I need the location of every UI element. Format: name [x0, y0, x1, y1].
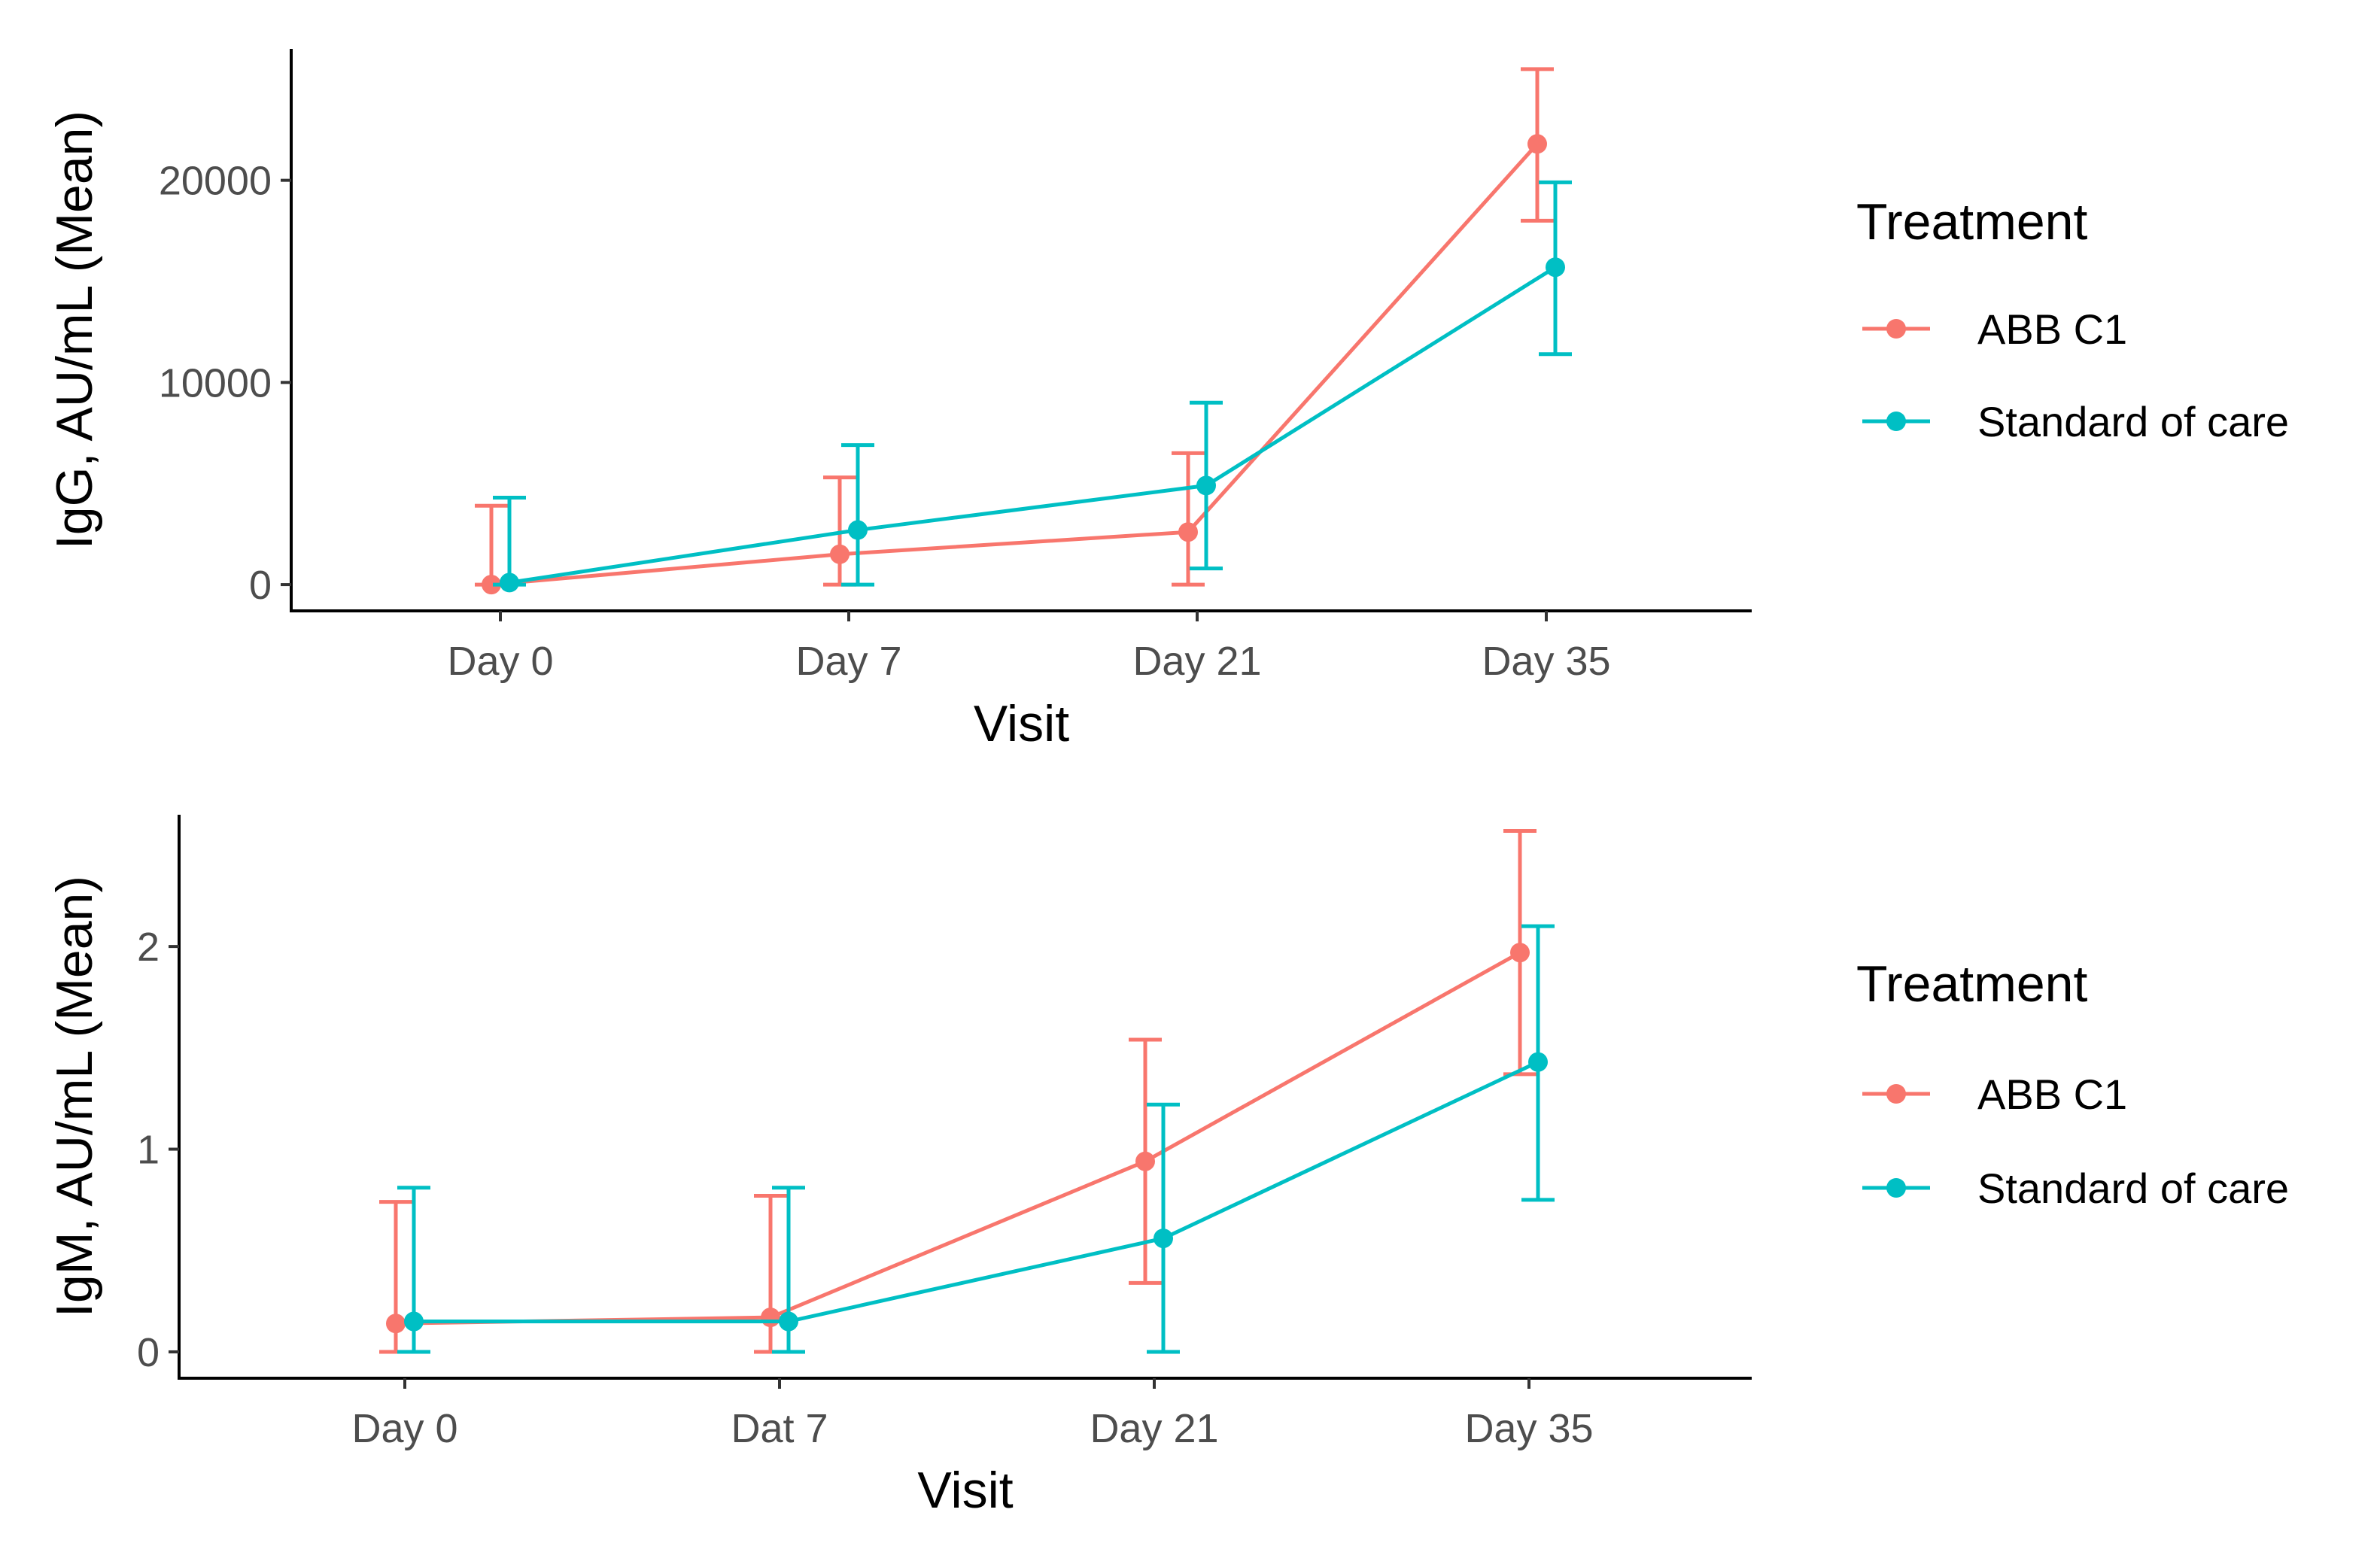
series-abb-c1 — [379, 829, 1537, 1354]
y-tick-label: 20000 — [159, 159, 272, 204]
x-tick-label: Dat 7 — [731, 1406, 828, 1451]
data-point — [1528, 1052, 1548, 1072]
y-axis-title: IgM, AU/mL (Mean) — [46, 876, 103, 1317]
data-point — [1154, 1229, 1173, 1249]
data-point — [1196, 475, 1216, 496]
legend: Treatment ABB C1 Standard of care — [1856, 955, 2289, 1212]
igg-chart-panel: 0 10000 20000 Day 0 Day 7 Day 21 Day 35 Visit Ig… — [46, 49, 2289, 752]
data-point — [779, 1311, 798, 1332]
y-tick-label: 2 — [137, 925, 160, 970]
data-point — [1527, 134, 1547, 154]
legend-title: Treatment — [1856, 955, 2087, 1013]
legend-label: ABB C1 — [1977, 1071, 2127, 1118]
data-point — [482, 575, 501, 595]
data-point — [830, 544, 850, 564]
data-point — [1510, 943, 1530, 963]
legend-key-point — [1886, 1084, 1906, 1104]
data-point — [1546, 257, 1565, 278]
series-abb-c1 — [475, 67, 1554, 595]
legend-title: Treatment — [1856, 193, 2087, 251]
x-tick-label: Day 21 — [1132, 639, 1261, 684]
x-axis-title: Visit — [917, 1462, 1013, 1519]
data-point — [1178, 522, 1198, 542]
legend-label: ABB C1 — [1977, 305, 2127, 353]
igm-chart-panel: 0 1 2 Day 0 Dat 7 Day 21 Day 35 Visit IgM, AU/mL… — [0, 776, 2380, 1551]
y-tick-label: 10000 — [159, 360, 272, 405]
x-tick-label: Day 0 — [447, 639, 553, 684]
series-line — [414, 1060, 1540, 1324]
data-point — [500, 573, 519, 593]
data-point — [386, 1314, 406, 1334]
y-tick-label: 0 — [137, 1330, 160, 1375]
data-point — [848, 520, 868, 540]
series-line — [491, 142, 1539, 587]
legend-key-point — [1886, 319, 1906, 339]
series-standard-of-care — [397, 924, 1555, 1354]
data-point — [404, 1311, 424, 1332]
series-line — [509, 266, 1557, 585]
x-tick-label: Day 7 — [795, 639, 901, 684]
legend-key-point — [1886, 1178, 1906, 1198]
series-standard-of-care — [493, 180, 1572, 593]
igg-chart: 0 10000 20000 Day 0 Day 7 Day 21 Day 35 Visit Ig… — [46, 49, 2289, 752]
x-axis-title: Visit — [974, 695, 1069, 752]
y-tick-label: 1 — [137, 1128, 160, 1173]
legend: Treatment ABB C1 Standard of care — [1856, 193, 2289, 445]
series-line — [395, 951, 1521, 1326]
x-tick-label: Day 35 — [1464, 1406, 1593, 1451]
x-tick-label: Day 21 — [1090, 1406, 1218, 1451]
y-axis-title: IgG, AU/mL (Mean) — [46, 111, 103, 549]
x-tick-label: Day 0 — [351, 1406, 457, 1451]
y-tick-label: 0 — [249, 563, 272, 608]
legend-label: Standard of care — [1977, 1165, 2289, 1212]
data-point — [761, 1308, 780, 1328]
igm-chart: 0 1 2 Day 0 Dat 7 Day 21 Day 35 Visit IgM, AU/mL… — [46, 815, 2289, 1519]
legend-key-point — [1886, 412, 1906, 431]
data-point — [1135, 1151, 1155, 1171]
legend-label: Standard of care — [1977, 398, 2289, 445]
x-tick-label: Day 35 — [1482, 639, 1610, 684]
